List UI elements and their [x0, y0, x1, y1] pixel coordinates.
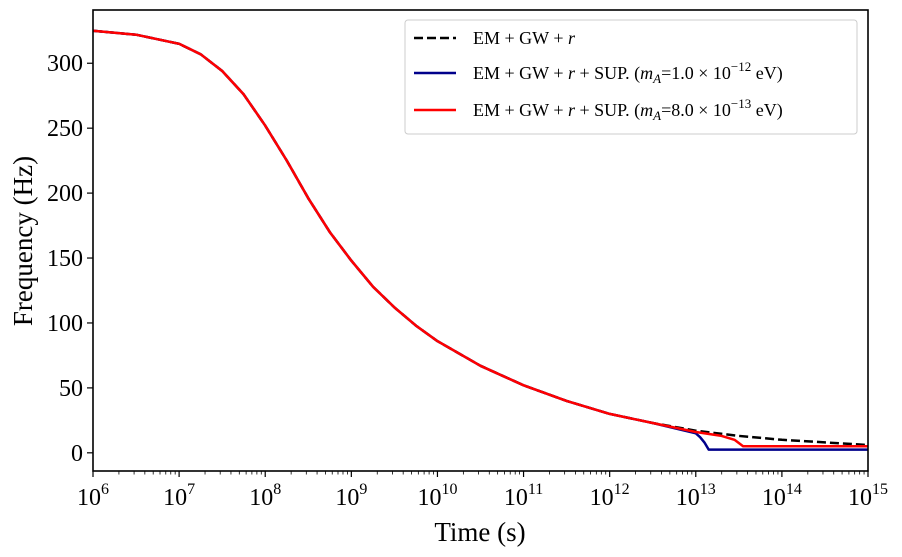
- y-axis-label: Frequency (Hz): [8, 156, 38, 326]
- x-tick-label-7: 1013: [676, 481, 716, 511]
- y-tick-label-6: 300: [47, 51, 83, 77]
- x-tick-label-3: 109: [335, 481, 367, 511]
- tick-labels: 106 107 108 109 1010 1011 1012 1013 1014 1015 0 50 1…: [47, 51, 888, 511]
- y-tick-label-4: 200: [47, 181, 83, 207]
- axis-ticks: [87, 62, 869, 477]
- legend-label-sup-1e-12: EM + GW + r + SUP. (mA=1.0 × 10−12 eV): [473, 59, 783, 86]
- series-lines: [92, 29, 869, 451]
- x-tick-label-1: 107: [163, 481, 195, 511]
- legend-label-em-gw-r: EM + GW + r: [473, 28, 576, 48]
- plot-frame: [92, 9, 869, 472]
- y-tick-label-5: 250: [47, 116, 83, 142]
- y-tick-label-2: 100: [47, 311, 83, 337]
- x-tick-label-8: 1014: [762, 481, 802, 511]
- x-tick-label-0: 106: [77, 481, 109, 511]
- legend-label-sup-8e-13: EM + GW + r + SUP. (mA=8.0 × 10−13 eV): [473, 96, 783, 123]
- y-tick-label-1: 50: [59, 376, 83, 402]
- series-line-2: [92, 29, 868, 448]
- x-tick-label-9: 1015: [848, 481, 888, 511]
- y-tick-label-3: 150: [47, 246, 83, 272]
- x-tick-label-4: 1010: [417, 481, 457, 511]
- legend: EM + GW + r EM + GW + r + SUP. (mA=1.0 ×…: [404, 19, 858, 135]
- legend-box: [404, 19, 858, 135]
- x-axis-label: Time (s): [434, 517, 525, 547]
- x-tick-label-6: 1012: [590, 481, 630, 511]
- x-tick-label-5: 1011: [504, 481, 543, 511]
- x-tick-label-2: 108: [249, 481, 281, 511]
- y-tick-label-0: 0: [71, 441, 83, 467]
